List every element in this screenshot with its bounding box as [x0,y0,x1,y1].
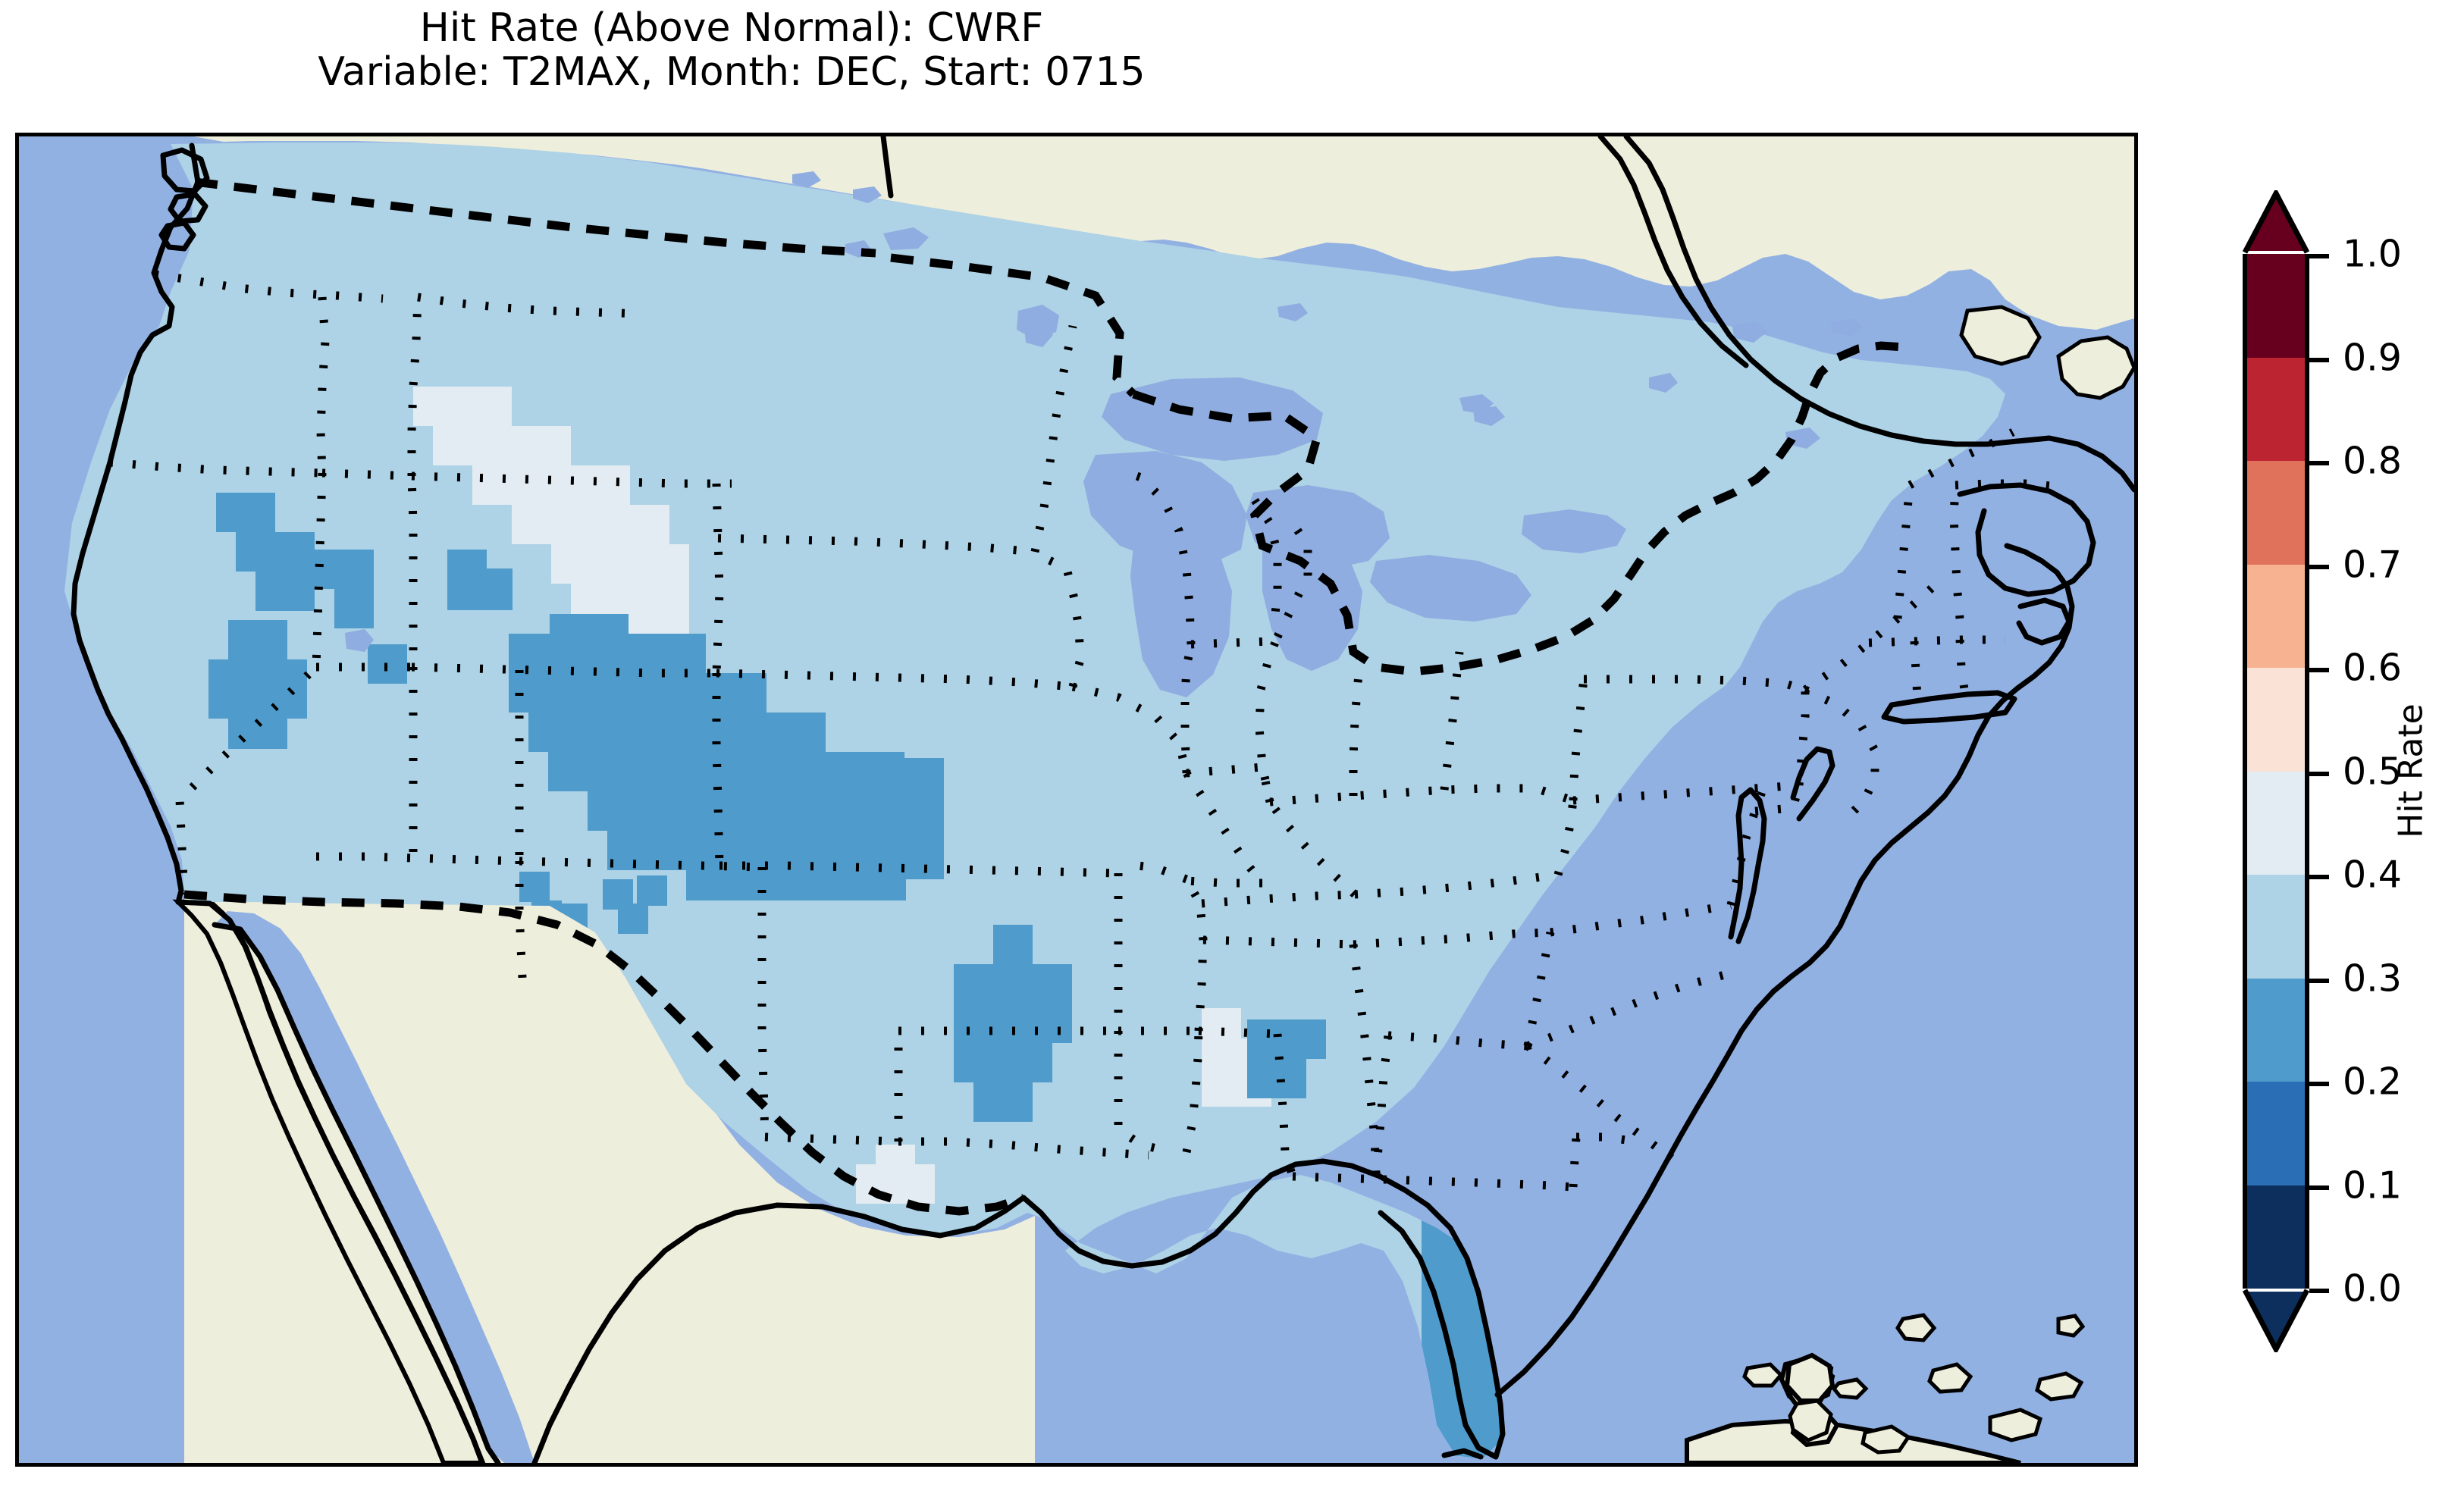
lake-ontario [1522,509,1626,553]
colorbar-bands [2243,254,2309,1289]
raster-patch-020-030-wyoming-nebraska [509,614,944,900]
raster-patch-020-030-colorado-dots [519,872,667,934]
colorbar-band-020-030 [2243,978,2309,1082]
raster-patch-020-030-utah [368,550,513,684]
lake-erie [1370,555,1531,622]
colorbar-tick-0-1 [2309,1185,2329,1190]
colorbar-band-090-100 [2243,254,2309,358]
colorbar-tick-0-6 [2309,668,2329,672]
colorbar-label-0-1: 0.1 [2343,1164,2402,1207]
colorbar-label-0-6: 0.6 [2343,646,2402,690]
border-us-canada-lakes-w [890,253,1136,397]
colorbar-band-040-050 [2243,771,2309,875]
mexico-landmass [172,898,1035,1463]
colorbar-band-010-020 [2243,1082,2309,1185]
border-us-canada-west [194,177,876,258]
figure-title: Hit Rate (Above Normal): CWRF Variable: … [0,5,1463,96]
colorbar-tick-0-7 [2309,564,2329,569]
colorbar-label-1-0: 1.0 [2343,232,2402,276]
colorbar-tick-0-3 [2309,978,2329,983]
colorbar-tick-0-9 [2309,357,2329,362]
national-border-layer [183,177,1904,1216]
colorbar-title: Hit Rate [2391,703,2431,838]
colorbar-label-0-4: 0.4 [2343,853,2402,897]
colorbar-label-0-2: 0.2 [2343,1060,2402,1104]
title-line-2: Variable: T2MAX, Month: DEC, Start: 0715 [318,49,1146,96]
canada-landmass [193,136,2134,400]
colorbar-band-000-010 [2243,1185,2309,1289]
border-us-canada-lakes-e [1132,341,1904,676]
colorbar-label-0-5: 0.5 [2343,750,2402,793]
colorbar-label-0-3: 0.3 [2343,957,2402,1000]
colorbar-label-0-9: 0.9 [2343,336,2402,379]
colorbar-band-050-060 [2243,668,2309,772]
map-axes[interactable] [15,133,2138,1467]
colorbar-label-0-7: 0.7 [2343,543,2402,586]
raster-patch-020-030-kansas [954,925,1072,1122]
colorbar-extend-arrow-bottom [2243,1289,2309,1352]
colorbar-tick-0-4 [2309,875,2329,879]
raster-patch-020-030-oregon-idaho [216,493,374,628]
colorbar-tick-0-2 [2309,1082,2329,1086]
caribbean-islands [1685,1313,2086,1463]
colorbar-tick-0-0 [2309,1289,2329,1293]
lake-michigan-north [1083,451,1247,565]
colorbar-tick-0-8 [2309,461,2329,465]
cuba [1685,1418,2021,1463]
colorbar-tick-0-5 [2309,771,2329,776]
colorbar[interactable]: 1.0 0.9 0.8 0.7 0.6 0.5 0.4 0.3 0.2 0.1 … [2243,190,2402,1352]
state-border-layer [109,270,2059,1192]
colorbar-label-0-8: 0.8 [2343,439,2402,483]
colorbar-band-080-090 [2243,357,2309,461]
colorbar-label-0-0: 0.0 [2343,1267,2402,1311]
colorbar-extend-arrow-top [2243,190,2309,254]
colorbar-band-070-080 [2243,461,2309,565]
colorbar-tick-1-0 [2309,254,2329,258]
colorbar-band-030-040 [2243,875,2309,979]
title-line-1: Hit Rate (Above Normal): CWRF [419,5,1044,51]
raster-patch-020-030-mississippi [1247,1019,1326,1098]
colorbar-band-060-070 [2243,564,2309,668]
coastline-layer [71,136,2134,1463]
lake-michigan [1130,542,1232,697]
lake-huron [1262,546,1362,671]
map-canvas [19,136,2134,1463]
